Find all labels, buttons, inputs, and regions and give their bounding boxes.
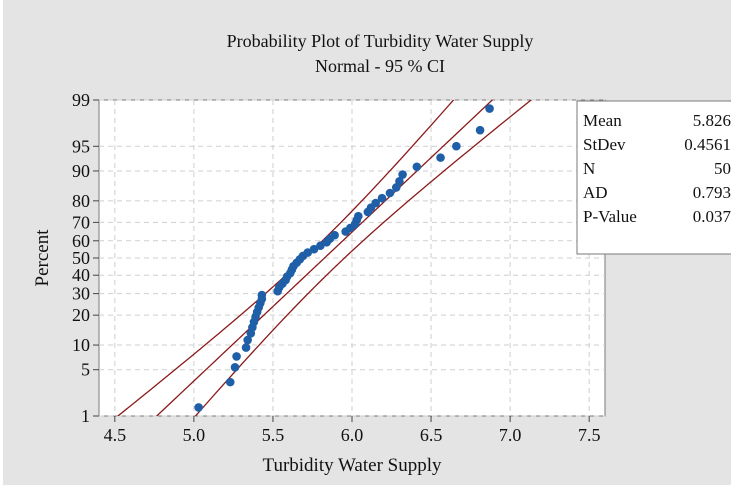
- y-axis-title: Percent: [32, 229, 53, 287]
- data-point: [303, 248, 313, 257]
- y-tick-label: 99: [72, 90, 90, 110]
- y-tick-label: 40: [72, 265, 90, 285]
- y-tick-label: 90: [72, 161, 90, 181]
- x-axis-title: Turbidity Water Supply: [263, 455, 442, 476]
- chart-title: Probability Plot of Turbidity Water Supp…: [227, 31, 534, 51]
- y-tick-label: 20: [72, 305, 90, 325]
- data-point: [452, 141, 461, 151]
- chart-svg: Probability Plot of Turbidity Water Supp…: [32, 31, 731, 476]
- stats-label: Mean: [583, 111, 622, 130]
- plot-clip-region: [116, 100, 533, 416]
- data-point: [241, 343, 251, 352]
- probability-plot-figure: Probability Plot of Turbidity Water Supp…: [3, 0, 731, 485]
- y-tick-label: 1: [81, 406, 90, 426]
- stats-value: 50: [714, 159, 731, 178]
- data-point: [225, 377, 235, 387]
- data-point: [316, 241, 325, 251]
- x-tick-label: 7.0: [499, 425, 522, 445]
- data-point: [354, 211, 363, 221]
- data-point: [309, 244, 319, 254]
- x-axis: 4.5 5.0 5.5 6.0 6.5 7.0 7.5: [104, 416, 601, 445]
- y-tick-label: 50: [72, 248, 90, 268]
- y-tick-label: 80: [72, 191, 90, 211]
- stats-label: AD: [583, 183, 608, 202]
- ci-upper-line: [194, 100, 533, 416]
- data-point: [257, 290, 267, 300]
- stats-label: StDev: [583, 135, 626, 154]
- stats-value: 0.793: [693, 183, 731, 202]
- data-point: [485, 104, 494, 113]
- x-tick-label: 6.5: [420, 425, 443, 445]
- data-point: [330, 230, 339, 240]
- stats-label: P-Value: [583, 207, 637, 226]
- data-point: [232, 352, 241, 361]
- data-point: [230, 362, 240, 372]
- y-tick-label: 95: [72, 136, 90, 156]
- x-tick-label: 6.0: [341, 425, 364, 445]
- stats-legend-box: Mean 5.826 StDev 0.4561 N 50 AD 0.793 P-Value 0.0…: [576, 100, 731, 255]
- stats-label: N: [583, 159, 595, 178]
- data-points: [194, 104, 494, 412]
- data-point: [436, 153, 445, 162]
- data-point: [385, 188, 395, 198]
- data-point: [398, 170, 407, 179]
- y-tick-label: 10: [72, 335, 90, 355]
- x-tick-label: 5.0: [183, 425, 206, 445]
- data-point: [395, 177, 404, 186]
- data-point: [371, 198, 381, 208]
- y-tick-label: 70: [72, 212, 90, 232]
- data-point: [475, 125, 485, 135]
- stats-box-frame: [576, 100, 731, 255]
- data-point: [243, 335, 252, 345]
- data-point: [377, 193, 387, 203]
- x-tick-label: 7.5: [578, 425, 601, 445]
- x-tick-label: 5.5: [262, 425, 285, 445]
- gridlines: [99, 99, 605, 417]
- stats-value: 5.826: [693, 111, 731, 130]
- data-point: [194, 403, 203, 412]
- y-tick-label: 5: [81, 360, 90, 380]
- x-tick-label: 4.5: [104, 425, 127, 445]
- chart-subtitle: Normal - 95 % CI: [315, 56, 445, 76]
- data-point: [412, 162, 422, 172]
- stats-value: 0.037: [693, 207, 731, 226]
- y-tick-label: 60: [72, 231, 90, 251]
- stats-rows: Mean 5.826 StDev 0.4561 N 50 AD 0.793 P-Value 0.0…: [583, 111, 731, 226]
- y-tick-label: 30: [72, 284, 90, 304]
- stats-value: 0.4561: [684, 135, 731, 154]
